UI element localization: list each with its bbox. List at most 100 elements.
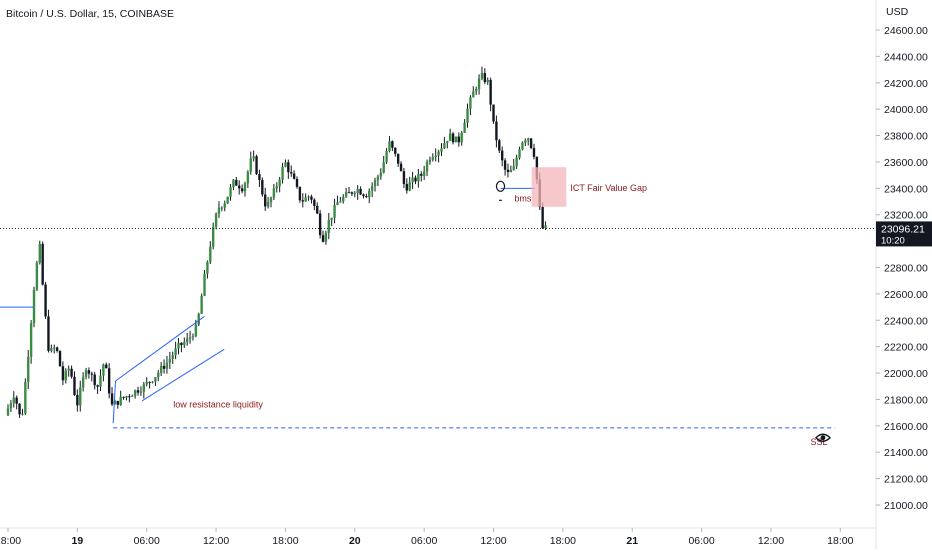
candle-body bbox=[474, 89, 478, 92]
candle-body bbox=[177, 342, 180, 349]
candle-body bbox=[41, 243, 44, 285]
x-tick-label: 18:00 bbox=[0, 535, 21, 547]
candle-body bbox=[460, 132, 463, 143]
candle-body bbox=[414, 177, 417, 182]
candle-body bbox=[515, 157, 518, 167]
y-tick-label: 21400.00 bbox=[884, 447, 928, 459]
candle-body bbox=[339, 201, 342, 203]
x-tick-label: 06:00 bbox=[411, 535, 437, 547]
candle-body bbox=[275, 186, 278, 189]
candle-body bbox=[206, 261, 209, 274]
candle-body bbox=[287, 162, 290, 173]
symbol-title: Bitcoin / U.S. Dollar, 15, COINBASE bbox=[6, 8, 175, 20]
y-tick-label: 23200.00 bbox=[884, 210, 928, 222]
candle-body bbox=[385, 150, 388, 163]
candle-body bbox=[405, 183, 409, 191]
candle-body bbox=[396, 153, 400, 164]
candle-body bbox=[180, 342, 183, 346]
candle-body bbox=[174, 348, 177, 356]
candle-body bbox=[527, 138, 530, 141]
candle-body bbox=[324, 232, 328, 242]
candle-body bbox=[284, 162, 287, 167]
candle-body bbox=[466, 108, 469, 123]
y-tick-label: 21000.00 bbox=[884, 500, 928, 512]
candle-body bbox=[32, 289, 36, 324]
candle-body bbox=[53, 347, 56, 349]
candle-body bbox=[301, 200, 304, 202]
candle-body bbox=[258, 174, 261, 180]
y-tick-label: 21200.00 bbox=[884, 474, 928, 486]
candle-body bbox=[437, 151, 440, 156]
candle-body bbox=[370, 186, 374, 191]
candle-body bbox=[417, 173, 420, 182]
candle-body bbox=[38, 243, 41, 263]
x-tick-label: 12:00 bbox=[480, 535, 506, 547]
candle-body bbox=[90, 373, 94, 375]
ssl-label: SSL bbox=[811, 437, 828, 447]
x-tick-label: 18:00 bbox=[550, 535, 576, 547]
candle-body bbox=[84, 370, 88, 377]
candle-body bbox=[145, 381, 148, 385]
candle-body bbox=[503, 160, 507, 170]
candle-body bbox=[18, 403, 21, 415]
candle-body bbox=[472, 91, 475, 98]
y-tick-label: 23600.00 bbox=[884, 157, 928, 169]
candle-body bbox=[159, 365, 163, 373]
candle-body bbox=[408, 182, 411, 191]
candle-body bbox=[356, 188, 359, 194]
candle-body bbox=[477, 78, 481, 90]
candle-body bbox=[211, 226, 215, 247]
candle-body bbox=[278, 179, 281, 187]
candle-body bbox=[529, 138, 533, 149]
candle-body bbox=[307, 196, 310, 198]
candle-body bbox=[394, 147, 397, 154]
y-tick-label: 21600.00 bbox=[884, 421, 928, 433]
candle-body bbox=[483, 73, 487, 83]
candle-body bbox=[122, 396, 125, 398]
trendline bbox=[115, 315, 205, 382]
candle-body bbox=[316, 205, 319, 214]
candle-body bbox=[214, 213, 218, 227]
candle-body bbox=[498, 140, 501, 151]
candle-body bbox=[105, 364, 108, 369]
candle-body bbox=[359, 188, 362, 195]
x-tick-label: 12:00 bbox=[758, 535, 784, 547]
candle-body bbox=[330, 217, 333, 220]
candle-body bbox=[521, 142, 524, 150]
eye-outline bbox=[814, 433, 831, 442]
candle-body bbox=[15, 397, 18, 404]
candle-body bbox=[113, 400, 117, 405]
candle-body bbox=[382, 162, 385, 173]
candle-body bbox=[422, 171, 426, 176]
candle-body bbox=[411, 177, 414, 183]
candle-body bbox=[87, 370, 91, 374]
candle-body bbox=[350, 192, 354, 194]
candle-body bbox=[506, 169, 510, 173]
candle-body bbox=[81, 376, 85, 388]
candle-body bbox=[194, 324, 198, 337]
eye-icon[interactable] bbox=[814, 433, 831, 442]
candle-body bbox=[512, 166, 515, 170]
candle-body bbox=[21, 413, 24, 415]
candle-body bbox=[44, 284, 47, 317]
x-tick-label: 20 bbox=[349, 535, 361, 547]
candle-body bbox=[220, 207, 224, 209]
candle-body bbox=[238, 185, 241, 189]
x-tick-label: 12:00 bbox=[203, 535, 229, 547]
candle-body bbox=[67, 368, 70, 371]
candle-body bbox=[223, 203, 226, 208]
candle-body bbox=[495, 121, 498, 141]
candle-body bbox=[524, 140, 527, 143]
y-tick-label: 24600.00 bbox=[884, 25, 928, 37]
candle-body bbox=[402, 171, 406, 184]
candle-body bbox=[217, 207, 221, 214]
y-tick-label: 22800.00 bbox=[884, 263, 928, 275]
candle-body bbox=[353, 193, 356, 195]
candle-body bbox=[29, 323, 33, 357]
candle-body bbox=[226, 196, 229, 204]
y-tick-label: 22200.00 bbox=[884, 342, 928, 354]
candle-body bbox=[373, 180, 377, 187]
candle-body bbox=[362, 194, 365, 197]
